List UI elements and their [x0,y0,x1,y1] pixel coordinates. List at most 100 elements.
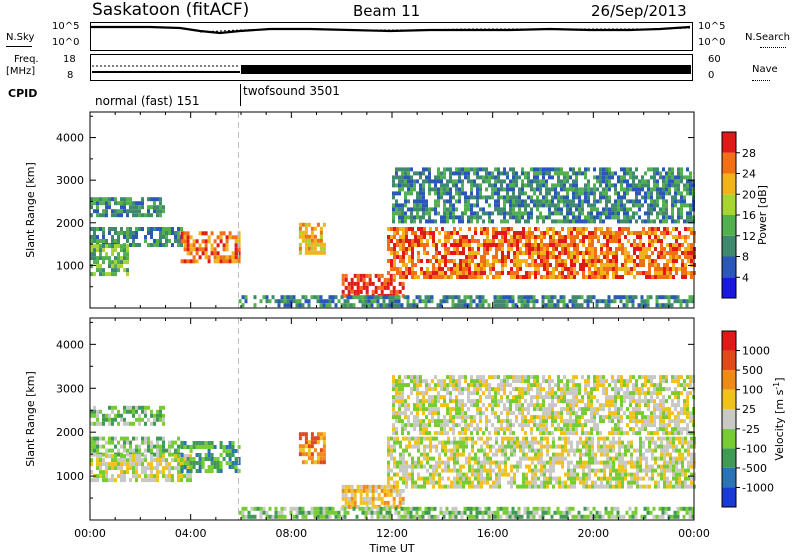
power-cell [612,275,615,279]
velocity-cell [213,461,217,465]
power-cell [298,250,302,255]
power-cell [150,235,153,239]
velocity-cell [527,407,530,412]
velocity-cell [666,468,669,473]
velocity-cell [410,411,413,416]
power-cell [418,295,422,300]
power-cell [540,275,543,279]
velocity-cell [159,413,162,418]
power-cell [341,281,345,286]
velocity-cell [510,448,513,453]
power-cell [503,167,506,172]
velocity-cell [497,419,500,424]
power-cell [594,271,597,275]
power-cell [390,259,393,263]
power-cell [319,303,323,308]
power-cell [619,295,623,300]
velocity-cell [102,444,105,449]
power-cell [93,272,96,277]
power-cell [563,195,566,200]
velocity-cell [402,476,405,481]
power-cell [611,175,614,180]
velocity-cell [539,391,542,396]
power-cell [590,211,593,216]
velocity-cell [474,456,477,461]
power-cell [479,175,482,180]
velocity-cell [515,407,518,412]
velocity-cell [398,403,401,408]
velocity-cell [120,478,123,483]
power-cell [577,295,581,300]
power-cell [395,289,399,294]
power-region [180,231,241,264]
power-cell [467,207,470,212]
velocity-cell [453,460,456,465]
velocity-cell [425,423,428,428]
velocity-cell [374,484,378,489]
power-cell [567,251,570,255]
power-cell [322,303,326,308]
power-cell [485,199,488,204]
power-cell [527,183,530,188]
power-cell [468,267,471,271]
power-cell [432,271,435,275]
power-cell [558,263,561,267]
velocity-cell [542,411,545,416]
power-cell [488,215,491,220]
velocity-cell [393,440,396,445]
power-cell [686,183,689,188]
power-cell [93,209,96,214]
power-cell [657,251,660,255]
velocity-cell [422,379,425,384]
velocity-cell [491,423,494,428]
velocity-cell [301,448,305,453]
power-cell [480,267,483,271]
power-cell [669,267,672,271]
power-cell [477,263,480,267]
freq-band-twofsound [241,65,691,74]
power-cell [393,251,396,255]
power-cell [96,235,99,239]
power-cell [350,281,354,286]
velocity-cell [519,444,522,449]
power-cell [621,251,624,255]
power-cell [114,209,117,214]
velocity-cell [414,484,417,489]
power-cell [234,251,238,256]
power-cell [632,187,635,192]
power-cell [555,239,558,243]
power-cell [295,299,299,304]
power-cell [498,239,501,243]
velocity-cell [552,444,555,449]
velocity-cell [464,419,467,424]
velocity-cell [459,472,462,477]
power-cell [406,303,410,308]
power-cell [99,268,102,273]
power-cell [462,239,465,243]
power-cell [569,219,572,224]
power-cell [596,207,599,212]
power-cell [564,239,567,243]
velocity-cell [392,423,395,428]
power-cell [500,171,503,176]
power-cell [523,303,527,308]
power-cell [460,303,464,308]
velocity-cell [648,464,651,469]
power-cell [307,250,311,255]
velocity-cell [594,484,597,489]
power-cell [416,211,419,216]
velocity-cell [432,456,435,461]
power-cell [519,275,522,279]
power-cell [509,215,512,220]
power-cell [186,247,190,252]
velocity-cell [423,456,426,461]
power-cell [653,179,656,184]
velocity-cell [488,387,491,392]
power-cell [407,167,410,172]
velocity-cell [540,436,543,441]
power-cell [513,251,516,255]
power-cell [210,231,214,236]
power-cell [423,227,426,231]
power-cell [522,231,525,235]
power-cell [525,235,528,239]
